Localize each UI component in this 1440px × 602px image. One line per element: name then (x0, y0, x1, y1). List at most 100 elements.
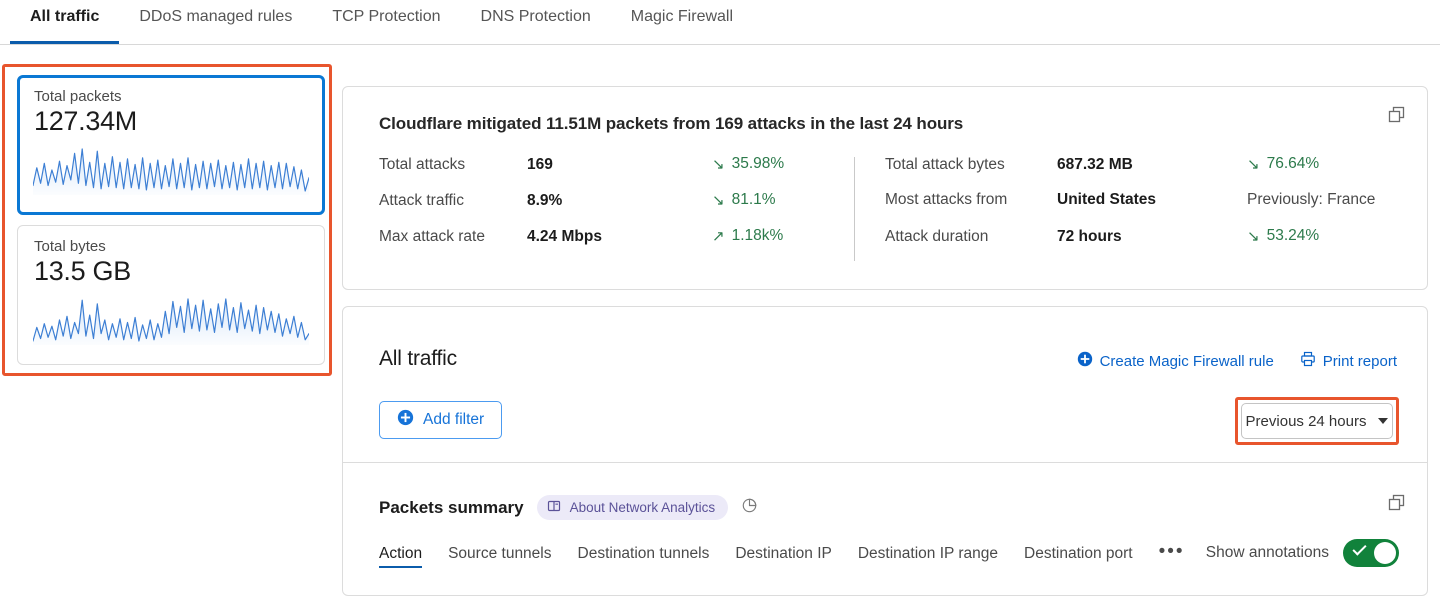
metric-label: Total packets (34, 88, 122, 105)
plus-circle-icon (1077, 351, 1093, 371)
metric-value: 13.5 GB (34, 256, 131, 286)
trend-down-icon: ↘ (1247, 155, 1260, 173)
tab-magic-firewall[interactable]: Magic Firewall (611, 0, 753, 44)
time-range-label: Previous 24 hours (1245, 412, 1367, 430)
summary-tab-destination-ip[interactable]: Destination IP (735, 544, 832, 562)
panel-title: All traffic (379, 347, 457, 370)
stat-row: Total attacks 169 ↘ 35.98% (379, 155, 854, 191)
tab-list: All traffic DDoS managed rules TCP Protect… (0, 0, 1440, 44)
stat-delta-label: 53.24% (1266, 227, 1320, 244)
stat-delta-label: 81.1% (731, 191, 776, 208)
stat-delta-label: 1.18k% (731, 227, 784, 244)
stat-row: Total attack bytes 687.32 MB ↘ 76.64% (885, 155, 1375, 191)
stat-name: Most attacks from (885, 191, 1008, 208)
show-annotations-control: Show annotations (1206, 539, 1399, 567)
summary-tab-source-tunnels[interactable]: Source tunnels (448, 544, 552, 562)
stat-delta: ↗ 1.18k% (712, 227, 783, 245)
stat-name: Attack traffic (379, 191, 464, 209)
stat-row: Attack duration 72 hours ↘ 53.24% (885, 227, 1375, 263)
summary-tab-destination-port[interactable]: Destination port (1024, 544, 1133, 562)
tab-label: TCP Protection (332, 8, 441, 25)
tab-all-traffic[interactable]: All traffic (10, 0, 120, 44)
trend-down-icon: ↘ (712, 191, 725, 209)
stat-row: Most attacks from United States Previously… (885, 191, 1375, 227)
stat-delta-label: 35.98% (731, 155, 785, 172)
stat-value: 687.32 MB (1057, 155, 1133, 173)
show-annotations-toggle[interactable] (1343, 539, 1399, 567)
sparkline-chart (33, 298, 309, 345)
all-traffic-panel: All traffic Create Magic Firewall rule (342, 306, 1428, 596)
stat-value: United States (1057, 191, 1157, 208)
show-annotations-label: Show annotations (1205, 544, 1329, 561)
stat-delta: ↘ 76.64% (1247, 155, 1319, 173)
tab-label: All traffic (30, 8, 100, 25)
add-filter-button[interactable]: Add filter (379, 401, 503, 439)
link-label: Print report (1322, 352, 1397, 370)
trend-down-icon: ↘ (712, 155, 725, 173)
trend-up-icon: ↗ (712, 227, 725, 245)
trend-down-icon: ↘ (1247, 227, 1260, 245)
tab-dns-protection[interactable]: DNS Protection (461, 0, 611, 44)
stats-column-right: Total attack bytes 687.32 MB ↘ 76.64% Most a… (885, 155, 1375, 263)
link-label: Create Magic Firewall rule (1099, 352, 1274, 370)
sidebar-highlight-box: Total packets 127.34M Total bytes 13.5 G… (2, 64, 332, 376)
add-filter-label: Add filter (423, 411, 485, 428)
stat-value: 4.24 Mbps (527, 227, 602, 245)
packets-summary-tab-list: Action Source tunnels Destination tunnels D… (379, 541, 1185, 571)
tab-label: DNS Protection (480, 8, 591, 25)
stat-name: Total attacks (379, 155, 466, 173)
stat-value: 72 hours (1057, 227, 1122, 245)
about-badge-label: About Network Analytics (569, 500, 716, 515)
time-range-select[interactable]: Previous 24 hours (1241, 403, 1393, 439)
attack-summary-panel: Cloudflare mitigated 11.51M packets from… (342, 86, 1428, 290)
stats-grid: Total attacks 169 ↘ 35.98% Attack traffic 8.9… (379, 155, 1375, 263)
summary-tabs-more-button[interactable]: ••• (1158, 541, 1185, 562)
book-icon (547, 499, 561, 516)
expand-icon[interactable] (1387, 493, 1407, 518)
metric-card-total-packets[interactable]: Total packets 127.34M (17, 75, 325, 215)
stat-delta: ↘ 81.1% (712, 191, 776, 209)
panel-header-actions: Create Magic Firewall rule Print report (1077, 351, 1397, 371)
tab-tcp-protection[interactable]: TCP Protection (312, 0, 460, 44)
metric-value: 127.34M (34, 106, 137, 136)
summary-tab-destination-tunnels[interactable]: Destination tunnels (577, 544, 710, 562)
packets-summary-title: Packets summary (379, 497, 524, 517)
stat-name: Attack duration (885, 227, 989, 245)
pie-chart-icon[interactable] (741, 497, 758, 519)
stat-delta-label: 76.64% (1266, 155, 1320, 172)
print-report-link[interactable]: Print report (1300, 351, 1397, 371)
expand-icon[interactable] (1387, 105, 1407, 130)
stat-value: 8.9% (527, 191, 563, 209)
stat-delta: ↘ 53.24% (1247, 227, 1319, 245)
main-tab-bar: All traffic DDoS managed rules TCP Protect… (0, 0, 1440, 45)
tab-label: Magic Firewall (630, 8, 734, 25)
stat-delta-label: Previously: France (1247, 191, 1376, 208)
tab-ddos-managed-rules[interactable]: DDoS managed rules (119, 0, 312, 44)
sparkline-chart (33, 148, 309, 195)
check-icon (1352, 541, 1367, 556)
stats-divider (854, 157, 855, 261)
stat-name: Total attack bytes (885, 155, 1005, 173)
stat-delta: ↘ 35.98% (712, 155, 784, 173)
summary-headline: Cloudflare mitigated 11.51M packets from… (379, 114, 964, 133)
stat-value: 169 (527, 155, 553, 173)
stat-delta: Previously: France (1247, 191, 1375, 209)
filter-row: Add filter Previous 24 hours (343, 393, 1427, 455)
summary-tab-action[interactable]: Action (379, 545, 423, 568)
stats-column-left: Total attacks 169 ↘ 35.98% Attack traffic 8.9… (379, 155, 854, 263)
time-range-highlight-box: Previous 24 hours (1235, 397, 1399, 445)
stat-row: Max attack rate 4.24 Mbps ↗ 1.18k% (379, 227, 854, 263)
summary-tab-destination-ip-range[interactable]: Destination IP range (857, 544, 999, 562)
create-magic-firewall-rule-link[interactable]: Create Magic Firewall rule (1077, 351, 1274, 371)
toggle-knob (1374, 542, 1396, 564)
chevron-down-icon (1378, 418, 1389, 424)
stat-name: Max attack rate (379, 227, 485, 245)
about-network-analytics-badge[interactable]: About Network Analytics (536, 495, 729, 520)
packets-summary-header: Packets summary About Network Analytics (379, 495, 758, 520)
metric-card-total-bytes[interactable]: Total bytes 13.5 GB (17, 225, 325, 365)
tab-label: DDoS managed rules (139, 8, 293, 25)
metric-label: Total bytes (34, 238, 106, 255)
printer-icon (1300, 351, 1316, 371)
plus-circle-icon (397, 409, 414, 431)
